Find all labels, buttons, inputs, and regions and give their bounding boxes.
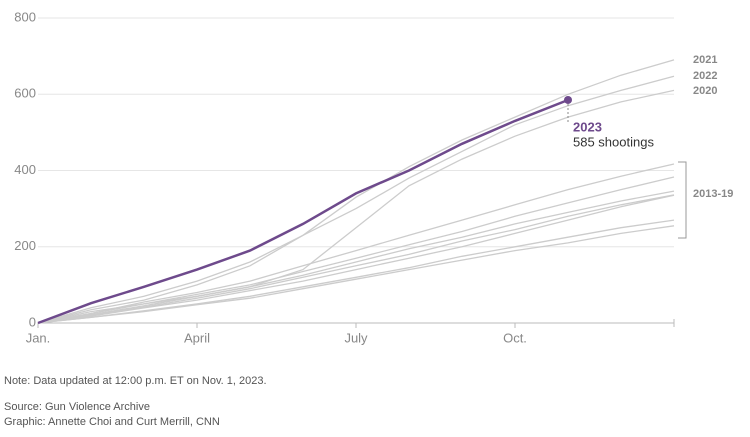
series-label: 2021 bbox=[693, 54, 717, 66]
x-tick-label: July bbox=[344, 330, 368, 345]
series-line bbox=[37, 225, 675, 324]
series-line bbox=[37, 194, 675, 324]
x-tick-label: April bbox=[184, 330, 210, 345]
y-tick-label: 600 bbox=[14, 86, 36, 101]
plot: 0 200 400 600 800 Jan. April July Oct. 2020 2022 20… bbox=[14, 9, 717, 345]
annotation: 585 shootings bbox=[573, 134, 654, 149]
series-line bbox=[37, 163, 675, 324]
series-line bbox=[37, 190, 675, 324]
y-tick-label: 0 bbox=[29, 314, 36, 329]
group-label: 2013-19 bbox=[693, 188, 733, 200]
series-line bbox=[37, 59, 675, 324]
y-tick-label: 200 bbox=[14, 238, 36, 253]
series-line bbox=[37, 194, 675, 324]
x-tick-label: Jan. bbox=[26, 330, 51, 345]
series-label: 2022 bbox=[693, 70, 717, 82]
credit: Graphic: Annette Choi and Curt Merrill, … bbox=[4, 416, 220, 428]
y-tick-label: 800 bbox=[14, 9, 36, 24]
series-label: 2023 bbox=[573, 119, 602, 134]
end-dot bbox=[564, 95, 572, 104]
x-tick-label: Oct. bbox=[503, 330, 527, 345]
series-label: 2020 bbox=[693, 85, 717, 97]
source: Source: Gun Violence Archive bbox=[4, 401, 150, 413]
series-line bbox=[37, 219, 675, 324]
series-line bbox=[37, 98, 569, 325]
group-bracket bbox=[678, 161, 687, 239]
note: Note: Data updated at 12:00 p.m. ET on N… bbox=[4, 375, 267, 387]
y-tick-label: 400 bbox=[14, 162, 36, 177]
